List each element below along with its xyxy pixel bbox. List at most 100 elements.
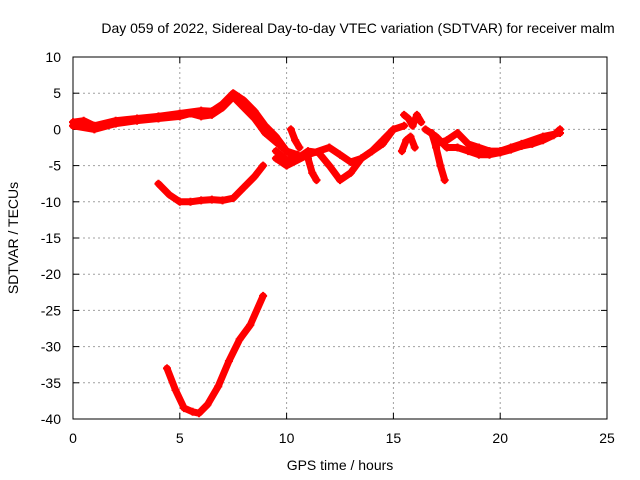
data-point (474, 150, 483, 159)
data-point (406, 132, 415, 141)
y-tick-label: 5 (53, 85, 61, 101)
y-axis-label: SDTVAR / TECUs (5, 182, 21, 294)
data-point (79, 116, 88, 125)
data-point (378, 136, 387, 145)
data-point (404, 114, 413, 123)
data-point (427, 129, 436, 138)
data-point (389, 125, 398, 134)
data-point (239, 103, 248, 112)
data-point (538, 132, 547, 141)
series-line (154, 162, 267, 206)
series-track-l (162, 291, 268, 418)
data-point (229, 194, 238, 203)
data-point (402, 136, 411, 145)
y-tick-label: 0 (53, 121, 61, 137)
data-point (325, 143, 334, 152)
data-point (203, 400, 212, 409)
series-track-i (303, 154, 321, 185)
series-line (398, 133, 419, 155)
data-point (207, 110, 216, 119)
data-point (250, 172, 259, 181)
data-point (246, 320, 255, 329)
data-point (432, 143, 441, 152)
data-point (336, 150, 344, 159)
grid-layer (73, 57, 607, 419)
data-point (400, 121, 409, 130)
series-line (163, 292, 267, 417)
series-track-j (286, 125, 304, 152)
data-point (496, 147, 505, 156)
data-point (357, 154, 366, 163)
series-line (428, 129, 449, 184)
data-point (180, 404, 189, 413)
data-point (282, 147, 291, 156)
data-point (162, 364, 171, 373)
data-point (436, 161, 445, 170)
data-point (175, 112, 184, 121)
data-point (271, 147, 280, 156)
data-point (133, 116, 142, 125)
series-line (69, 93, 301, 159)
data-point (464, 147, 473, 156)
data-point (214, 382, 223, 391)
data-point (186, 109, 195, 118)
data-point (224, 357, 233, 366)
x-tick-label: 25 (599, 430, 615, 446)
data-point (286, 125, 295, 134)
data-point (175, 197, 184, 206)
series-track-g (397, 132, 419, 156)
data-point (556, 129, 565, 138)
data-point (154, 179, 163, 188)
data-point (111, 119, 120, 128)
x-tick-label: 10 (279, 430, 295, 446)
data-point (453, 129, 462, 138)
data-point (346, 157, 355, 166)
y-tick-label: -10 (41, 194, 61, 210)
data-point (517, 139, 526, 148)
data-point (218, 196, 227, 205)
data-point (271, 154, 280, 163)
data-point (229, 92, 238, 101)
data-point (346, 168, 355, 177)
data-point (325, 161, 334, 170)
x-tick-label: 15 (386, 430, 402, 446)
data-point (397, 147, 406, 156)
data-point (188, 407, 197, 416)
data-point (368, 147, 377, 156)
data-point (235, 335, 244, 344)
data-point (69, 121, 77, 130)
data-point (186, 197, 195, 206)
data-point (291, 136, 300, 145)
data-point (474, 143, 483, 152)
data-point (336, 176, 344, 185)
series-layer (69, 89, 565, 418)
series-track-a-lower (69, 92, 302, 159)
data-point (410, 143, 419, 152)
data-point (442, 143, 451, 152)
chart-title: Day 059 of 2022, Sidereal Day-to-day VTE… (101, 20, 614, 36)
data-point (421, 125, 430, 134)
data-point (197, 196, 206, 205)
y-tick-label: -20 (41, 266, 61, 282)
data-point (308, 168, 317, 177)
data-point (165, 190, 174, 199)
data-point (195, 409, 204, 418)
data-point (400, 110, 409, 119)
data-point (171, 386, 180, 395)
data-point (453, 143, 462, 152)
y-tick-label: -15 (41, 230, 61, 246)
x-axis-ticks: 0 5 10 15 20 25 (69, 57, 615, 446)
y-tick-label: -35 (41, 375, 61, 391)
data-point (207, 195, 216, 204)
data-point (250, 114, 259, 123)
data-point (417, 118, 426, 127)
data-point (259, 291, 268, 300)
x-tick-label: 0 (69, 430, 77, 446)
data-point (154, 114, 163, 123)
data-point (440, 176, 449, 185)
data-point (90, 125, 99, 134)
x-tick-label: 5 (176, 430, 184, 446)
series-track-f (400, 110, 426, 130)
data-point (259, 161, 268, 170)
y-axis-ticks: -40 -35 -30 -25 -20 -15 -10 -5 0 5 10 (41, 49, 607, 427)
